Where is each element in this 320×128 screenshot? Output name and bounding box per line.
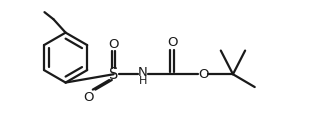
Text: O: O	[198, 68, 208, 81]
Text: N: N	[138, 66, 148, 79]
Text: O: O	[167, 36, 177, 49]
Text: S: S	[109, 67, 118, 82]
Text: O: O	[84, 91, 94, 104]
Text: O: O	[108, 38, 119, 51]
Text: H: H	[139, 76, 147, 86]
